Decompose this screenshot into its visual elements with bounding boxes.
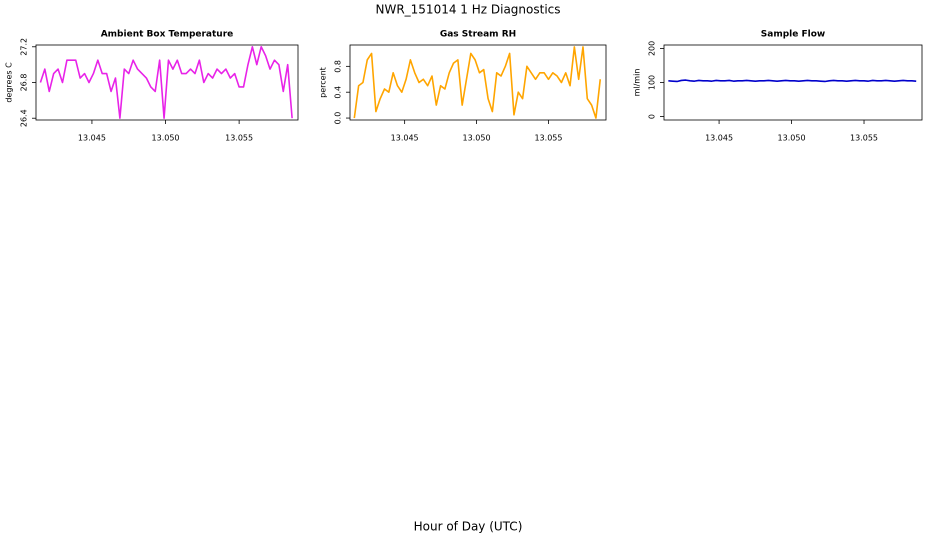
y-tick-label: 26.8 xyxy=(20,74,29,92)
y-axis-label: percent xyxy=(319,67,328,98)
x-tick-label: 13.045 xyxy=(78,134,106,143)
x-tick-label: 13.045 xyxy=(705,134,733,143)
x-axis-label: Hour of Day (UTC) xyxy=(414,520,523,534)
x-tick-label: 13.055 xyxy=(225,134,253,143)
page-title: NWR_151014 1 Hz Diagnostics xyxy=(375,3,560,17)
y-tick-label: 0.8 xyxy=(334,60,343,73)
x-tick-label: 13.050 xyxy=(152,134,180,143)
y-tick-label: 26.4 xyxy=(20,109,29,127)
y-tick-label: 100 xyxy=(648,75,657,90)
x-tick-label: 13.055 xyxy=(534,134,562,143)
plot-frame xyxy=(349,44,607,121)
y-tick-label: 27.2 xyxy=(20,38,29,56)
data-line xyxy=(668,79,917,83)
y-axis-label: ml/min xyxy=(633,69,642,97)
y-tick-label: 0 xyxy=(648,114,657,119)
x-tick-label: 13.050 xyxy=(463,134,491,143)
panel-title: Sample Flow xyxy=(761,30,825,40)
x-tick-label: 13.045 xyxy=(391,134,419,143)
panel-title: Gas Stream RH xyxy=(440,30,516,40)
y-tick-label: 200 xyxy=(648,41,657,56)
x-tick-label: 13.055 xyxy=(850,134,878,143)
y-tick-label: 0.4 xyxy=(334,86,343,99)
y-axis-label: degrees C xyxy=(5,62,14,103)
y-tick-label: 0.0 xyxy=(334,112,343,125)
panel-title: Ambient Box Temperature xyxy=(101,30,234,40)
data-line xyxy=(353,46,602,119)
x-tick-label: 13.050 xyxy=(778,134,806,143)
data-line xyxy=(39,45,293,120)
